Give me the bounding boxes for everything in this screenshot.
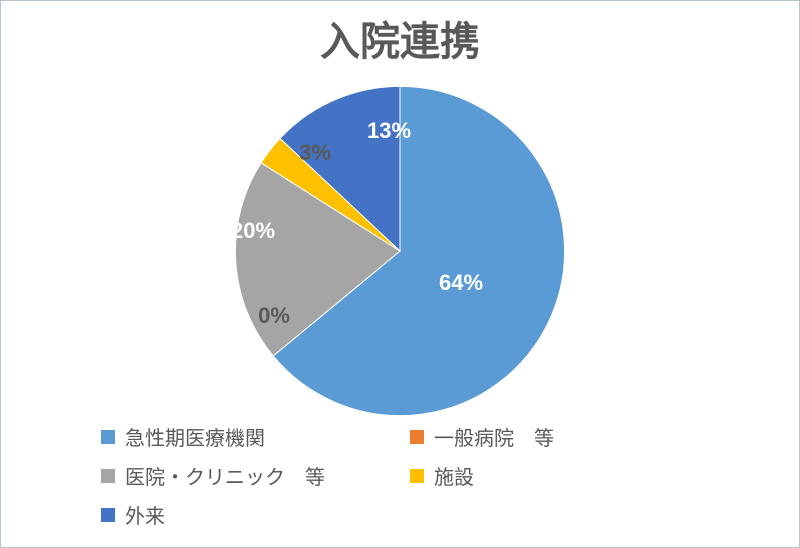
legend-swatch: [101, 430, 115, 444]
legend-label: 急性期医療機関: [125, 422, 265, 451]
slice-label-2: 20%: [231, 218, 275, 244]
slice-label-3: 3%: [299, 140, 331, 166]
slice-label-1: 0%: [258, 303, 290, 329]
legend-swatch: [101, 469, 115, 483]
legend-label: 施設: [434, 461, 474, 490]
legend-swatch: [410, 469, 424, 483]
legend: 急性期医療機関 一般病院 等医院・クリニック 等 施設外来: [101, 422, 699, 529]
legend-item-4: 外来: [101, 500, 390, 529]
legend-item-2: 医院・クリニック 等: [101, 461, 390, 490]
legend-swatch: [410, 430, 424, 444]
legend-item-1: 一般病院 等: [410, 422, 699, 451]
legend-label: 医院・クリニック 等: [125, 461, 325, 490]
legend-swatch: [101, 508, 115, 522]
legend-label: 一般病院 等: [434, 422, 554, 451]
legend-item-0: 急性期医療機関: [101, 422, 390, 451]
slice-label-0: 64%: [439, 270, 483, 296]
legend-label: 外来: [125, 500, 165, 529]
chart-title: 入院連携: [1, 9, 799, 67]
slice-label-4: 13%: [367, 118, 411, 144]
legend-item-3: 施設: [410, 461, 699, 490]
pie-chart-container: 入院連携 64% 0% 20% 3% 13% 急性期医療機関 一般病院 等医院・クリニック…: [0, 0, 800, 548]
